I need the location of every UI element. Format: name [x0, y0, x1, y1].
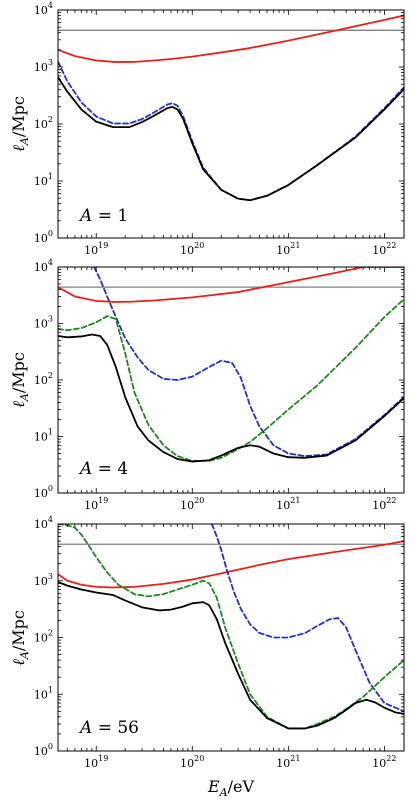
series-line-3: [58, 524, 404, 730]
y-tick-label: 103: [34, 58, 53, 74]
y-tick-label: 103: [34, 315, 53, 331]
x-tick-label: 1019: [84, 241, 108, 257]
y-tick-label: 102: [34, 629, 53, 645]
y-tick-label: 101: [34, 172, 53, 188]
y-tick-label: 101: [34, 685, 53, 701]
series-line-4: [58, 581, 404, 730]
y-tick-label: 102: [34, 115, 53, 131]
series-line-3: [58, 76, 404, 202]
y-ticks: 100 101 102 103 104: [34, 515, 404, 758]
x-ticks: 1019 1020 1021 1022: [57, 267, 396, 512]
series-line-2: [93, 267, 404, 457]
x-tick-label: 1020: [180, 496, 204, 512]
x-tick-label: 1019: [84, 496, 108, 512]
series-line-1: [58, 267, 404, 303]
x-tick-label: 1020: [180, 241, 204, 257]
y-axis-label: ℓA/Mpc: [9, 352, 31, 408]
x-tick-label: 1022: [372, 496, 396, 512]
series-line-4: [58, 333, 404, 463]
y-tick-label: 104: [34, 515, 53, 531]
series-line-1: [58, 14, 404, 63]
y-tick-label: 100: [34, 484, 53, 500]
series-group: [58, 524, 404, 730]
x-tick-label: 1021: [276, 241, 300, 257]
series-group: [58, 267, 404, 463]
series-group: [58, 14, 404, 202]
y-axis-label: ℓA/Mpc: [9, 96, 31, 152]
y-tick-label: 102: [34, 371, 53, 387]
y-tick-label: 103: [34, 572, 53, 588]
y-tick-label: 101: [34, 428, 53, 444]
series-line-3: [58, 298, 404, 462]
x-tick-label: 1021: [276, 754, 300, 770]
y-tick-label: 100: [34, 229, 53, 245]
x-tick-label: 1022: [372, 241, 396, 257]
x-tick-label: 1020: [180, 754, 204, 770]
series-line-1: [58, 540, 404, 589]
plot-frame: [57, 523, 405, 752]
panel-label: A = 56: [78, 718, 139, 738]
x-tick-label: 1019: [84, 754, 108, 770]
x-tick-label: 1022: [372, 754, 396, 770]
plot-frame: [57, 9, 405, 239]
series-line-2: [58, 60, 404, 202]
y-tick-label: 104: [34, 1, 53, 17]
x-axis-label: EA/eV: [207, 777, 255, 799]
y-axis-label: ℓA/Mpc: [9, 610, 31, 666]
x-tick-label: 1021: [276, 496, 300, 512]
y-tick-label: 104: [34, 258, 53, 274]
panel-label: A = 1: [78, 206, 128, 226]
series-line-2: [210, 524, 404, 713]
x-ticks: 1019 1020 1021 1022: [57, 10, 396, 257]
panel-label: A = 4: [78, 459, 128, 479]
y-tick-label: 100: [34, 742, 53, 758]
plot-frame: [57, 266, 405, 494]
